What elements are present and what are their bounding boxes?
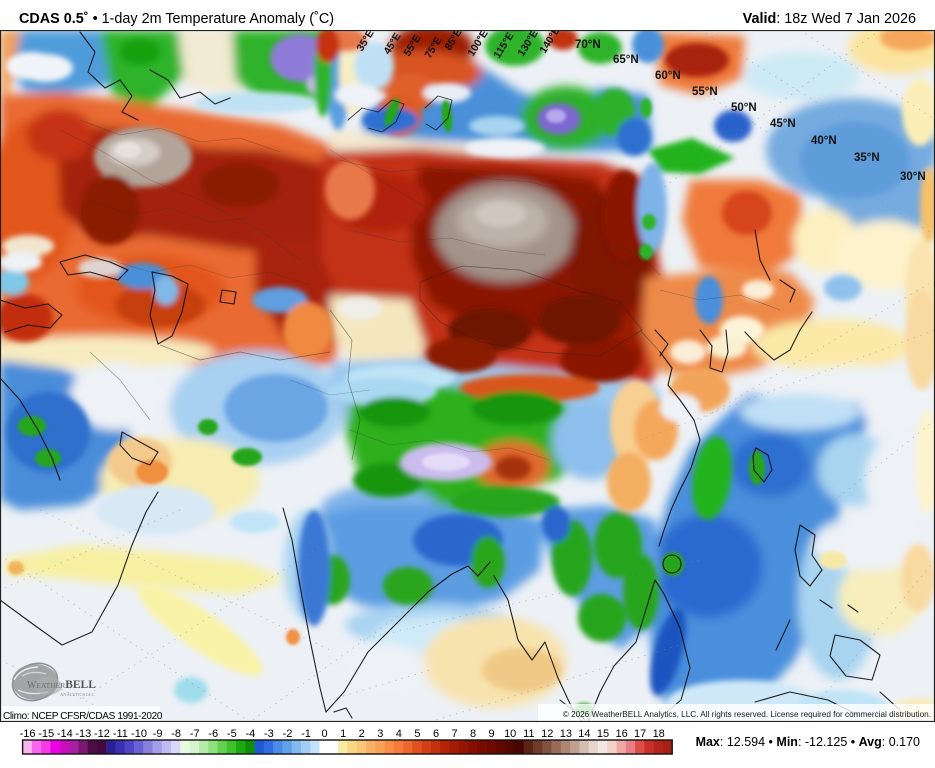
svg-text:-15: -15 [38,728,54,740]
svg-text:-6: -6 [208,728,218,740]
svg-text:40°N: 40°N [811,135,837,147]
svg-text:11: 11 [523,728,534,740]
svg-text:0: 0 [322,728,328,740]
svg-text:70°N: 70°N [575,39,601,51]
svg-text:Climo: NCEP CFSR/CDAS 1991-202: Climo: NCEP CFSR/CDAS 1991-2020 [3,711,163,722]
svg-text:45°N: 45°N [770,118,796,130]
svg-text:Max: 12.594 • Min: -12.125 • A: Max: 12.594 • Min: -12.125 • Avg: 0.170 [696,735,920,749]
svg-text:5: 5 [414,728,420,740]
svg-text:-2: -2 [283,728,293,740]
svg-text:ANALYTICS LLC: ANALYTICS LLC [60,692,95,697]
svg-text:13: 13 [560,728,572,740]
svg-text:-1: -1 [301,728,311,740]
svg-text:15: 15 [597,728,609,740]
svg-text:1: 1 [340,728,346,740]
svg-text:-12: -12 [94,728,110,740]
svg-text:60°N: 60°N [655,70,681,82]
svg-text:8: 8 [470,728,476,740]
svg-text:4: 4 [396,728,402,740]
svg-text:-11: -11 [113,728,128,740]
svg-text:-4: -4 [246,728,256,740]
svg-text:9: 9 [489,728,495,740]
svg-text:-10: -10 [131,728,147,740]
svg-text:-7: -7 [190,728,200,740]
svg-text:65°N: 65°N [613,54,639,66]
svg-text:30°N: 30°N [900,171,926,183]
svg-text:16: 16 [615,728,627,740]
svg-text:-14: -14 [57,728,73,740]
svg-text:-5: -5 [227,728,237,740]
svg-text:14: 14 [578,728,590,740]
svg-text:-8: -8 [171,728,181,740]
svg-text:2: 2 [359,728,365,740]
svg-text:6: 6 [433,728,439,740]
svg-text:3: 3 [377,728,383,740]
svg-text:55°N: 55°N [692,86,718,98]
svg-text:-9: -9 [153,728,163,740]
svg-text:WEATHERBELL: WEATHERBELL [27,679,96,691]
svg-text:35°N: 35°N [854,152,880,164]
svg-text:18: 18 [653,728,665,740]
svg-text:12: 12 [541,728,553,740]
svg-text:© 2026 WeatherBELL Analytics,: © 2026 WeatherBELL Analytics, LLC. All r… [563,710,931,719]
svg-text:17: 17 [634,728,646,740]
svg-text:50°N: 50°N [731,102,757,114]
svg-text:-13: -13 [75,728,91,740]
svg-text:10: 10 [504,728,516,740]
svg-text:-16: -16 [20,728,36,740]
svg-text:-3: -3 [264,728,274,740]
svg-text:7: 7 [451,728,457,740]
